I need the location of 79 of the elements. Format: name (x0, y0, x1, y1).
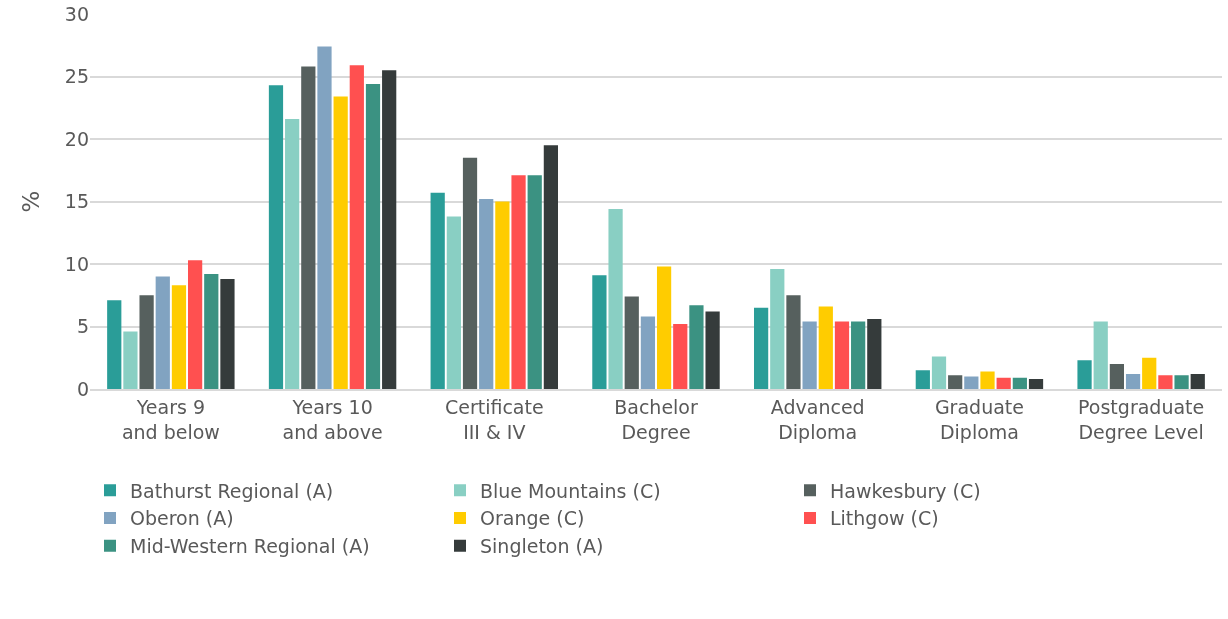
x-tick-label: Years 10 and above (282, 395, 383, 443)
bar (382, 70, 397, 389)
bar (462, 157, 478, 389)
bar (349, 65, 364, 389)
y-tick-label: 15 (64, 190, 89, 213)
bar (592, 275, 607, 389)
bar (1174, 375, 1189, 389)
bar (365, 84, 381, 389)
legend-label: Lithgow (C) (830, 507, 939, 530)
legend-label: Mid-Western Regional (A) (130, 535, 370, 558)
x-tick-label: Advanced Diploma (770, 395, 865, 443)
bar (624, 296, 639, 389)
bar (1125, 374, 1141, 389)
bar (430, 192, 445, 389)
bar (689, 305, 704, 389)
y-tick-label: 25 (64, 65, 89, 88)
bar (754, 307, 769, 389)
bar (155, 276, 170, 389)
y-tick-label: 10 (64, 252, 89, 275)
y-tick-label: 5 (76, 315, 89, 338)
bar (495, 201, 510, 389)
bar (948, 375, 963, 389)
bar (996, 377, 1011, 389)
bar (511, 175, 526, 389)
bar (770, 269, 785, 389)
bar (317, 46, 332, 389)
bar (931, 356, 947, 389)
bar (705, 311, 720, 389)
bar (446, 216, 461, 389)
x-tick-label: Bachelor Degree (614, 395, 698, 443)
bar (1093, 321, 1108, 389)
bar (543, 145, 558, 389)
x-tick-label: Postgraduate Degree Level (1078, 395, 1205, 443)
bar (301, 66, 316, 389)
bar (915, 370, 930, 389)
bar (980, 371, 995, 389)
bar (656, 266, 672, 389)
bar (107, 300, 122, 389)
bar (640, 316, 656, 389)
bar (1158, 375, 1173, 389)
x-tick-label: Certificate III & IV (444, 395, 544, 443)
legend-label: Blue Mountains (C) (480, 479, 661, 502)
legend-label: Singleton (A) (480, 535, 604, 558)
bar (268, 85, 284, 389)
bar (608, 209, 623, 389)
y-tick-label: 0 (76, 377, 89, 400)
bar (479, 199, 494, 389)
bar (171, 285, 187, 389)
bar (139, 295, 154, 389)
bar (834, 321, 850, 389)
y-tick-label: 20 (64, 127, 89, 150)
bar (1109, 364, 1124, 389)
bar (851, 321, 866, 389)
bar (818, 306, 833, 389)
legend-label: Orange (C) (480, 507, 585, 530)
bar (964, 376, 979, 389)
y-tick-label: 30 (64, 2, 89, 25)
legend-label: Hawkesbury (C) (830, 479, 981, 502)
bar (333, 96, 348, 389)
bar (786, 295, 801, 389)
bar (1077, 360, 1092, 389)
bar (1142, 357, 1157, 389)
bar (527, 175, 542, 389)
bar (204, 274, 219, 389)
bar (1012, 377, 1027, 389)
bar (1028, 379, 1044, 389)
bar (285, 119, 300, 389)
bar (220, 279, 235, 389)
bar (802, 321, 817, 389)
legend-label: Bathurst Regional (A) (130, 479, 334, 502)
bar (1190, 374, 1205, 389)
x-tick-label: Years 9 and below (121, 395, 220, 443)
x-tick-label: Graduate Diploma (934, 395, 1024, 443)
bar (123, 331, 138, 389)
bar (673, 324, 688, 389)
bar (867, 319, 882, 389)
legend-label: Oberon (A) (130, 507, 234, 530)
y-axis-title: % (18, 190, 45, 213)
bar (188, 260, 203, 389)
